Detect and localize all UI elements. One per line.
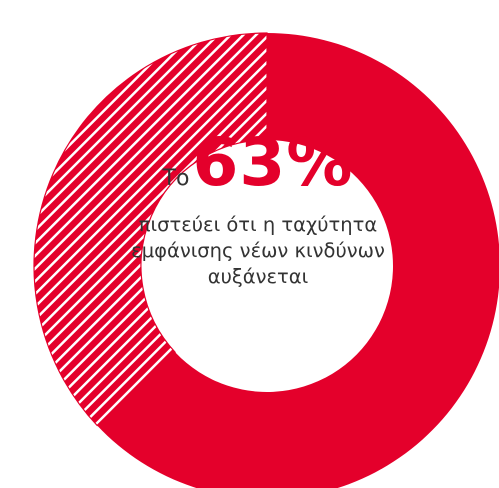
caption-line-2: εμφάνισης νέων κινδύνων [131, 239, 385, 262]
center-label: Το63% πιστεύει ότι η ταχύτητα εμφάνισης … [124, 130, 392, 290]
donut-slices [33, 32, 499, 488]
donut-slice-hatched [34, 33, 267, 426]
caption-line-1: πιστεύει ότι η ταχύτητα [138, 213, 378, 236]
caption-line-3: αυξάνεται [207, 265, 309, 288]
headline-prefix: Το [162, 166, 190, 191]
headline-value: 63% [192, 124, 354, 201]
donut-slice-solid [97, 33, 499, 488]
caption: πιστεύει ότι η ταχύτητα εμφάνισης νέων κ… [124, 212, 392, 290]
donut-slice-hatched-outline [33, 32, 268, 427]
headline: Το63% [124, 130, 392, 196]
